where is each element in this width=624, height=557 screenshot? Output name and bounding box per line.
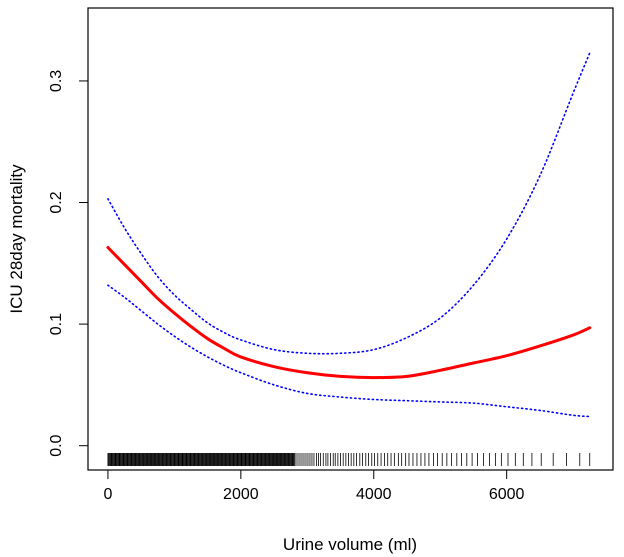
x-tick-label: 2000 bbox=[223, 486, 259, 503]
y-tick-label: 0.2 bbox=[48, 191, 65, 213]
x-tick-label: 6000 bbox=[489, 486, 525, 503]
x-axis: 0 2000 4000 6000 bbox=[103, 469, 525, 503]
series-line-upper-ci bbox=[107, 52, 591, 355]
series-line-lower-ci bbox=[107, 284, 591, 418]
plot-frame bbox=[87, 7, 614, 471]
y-tick-label: 0.1 bbox=[48, 313, 65, 335]
series-line-estimate bbox=[106, 246, 592, 380]
y-axis: 0.0 0.1 0.2 0.3 bbox=[48, 70, 89, 457]
series-layer bbox=[106, 52, 592, 418]
y-axis-title: ICU 28day mortality bbox=[7, 164, 26, 314]
rug bbox=[107, 453, 591, 466]
y-tick-label: 0.3 bbox=[48, 70, 65, 92]
x-tick-label: 0 bbox=[103, 486, 112, 503]
x-axis-title: Urine volume (ml) bbox=[283, 535, 417, 554]
y-tick-label: 0.0 bbox=[48, 434, 65, 456]
x-tick-label: 4000 bbox=[356, 486, 392, 503]
